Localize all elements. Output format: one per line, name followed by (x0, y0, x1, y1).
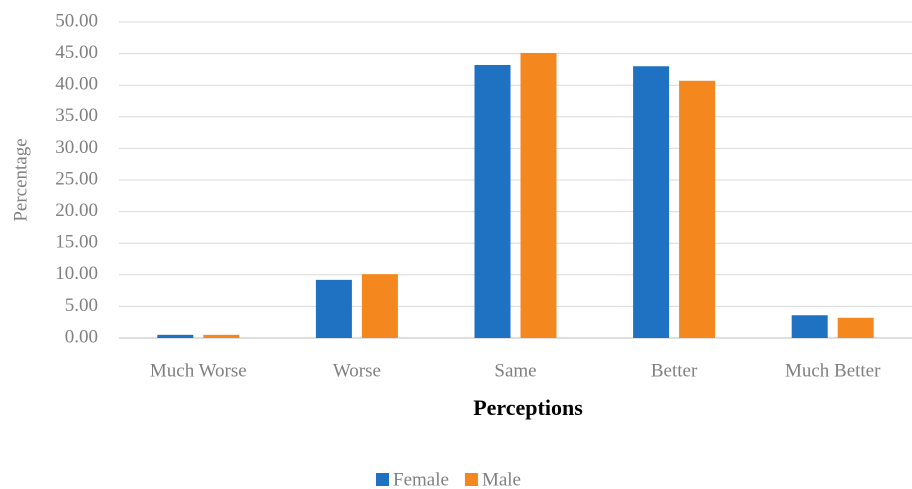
y-tick-label: 45.00 (55, 42, 98, 63)
bar (679, 81, 715, 338)
x-tick-label: Worse (333, 360, 381, 381)
y-tick-label: 10.00 (55, 263, 98, 284)
y-tick-label: 0.00 (65, 326, 98, 347)
x-tick-label: Same (494, 360, 536, 381)
legend-label: Male (482, 469, 521, 489)
bar (362, 274, 398, 338)
x-tick-label: Much Better (785, 360, 881, 381)
x-tick-label: Better (651, 360, 698, 381)
y-tick-label: 15.00 (55, 232, 98, 253)
y-tick-label: 5.00 (65, 295, 98, 316)
x-tick-label: Much Worse (150, 360, 247, 381)
legend-swatch (465, 473, 478, 486)
y-tick-label: 35.00 (55, 105, 98, 126)
y-tick-label: 25.00 (55, 168, 98, 189)
y-tick-label: 20.00 (55, 200, 98, 221)
x-axis-title: Perceptions (473, 395, 583, 420)
y-tick-label: 30.00 (55, 137, 98, 158)
chart: Perceptions Percentage 0.00 5.00 10.00 15.0… (0, 0, 912, 489)
bar (633, 66, 669, 338)
bar (316, 280, 352, 338)
y-tick-label: 50.00 (55, 10, 98, 31)
legend-label: Female (393, 469, 449, 489)
bar (475, 65, 511, 338)
y-axis-title: Percentage (10, 138, 31, 221)
bar (792, 315, 828, 338)
legend-swatch (376, 473, 389, 486)
bar (157, 335, 193, 338)
y-tick-label: 40.00 (55, 74, 98, 95)
bar (203, 335, 239, 338)
bar (521, 53, 557, 338)
bar (838, 318, 874, 338)
